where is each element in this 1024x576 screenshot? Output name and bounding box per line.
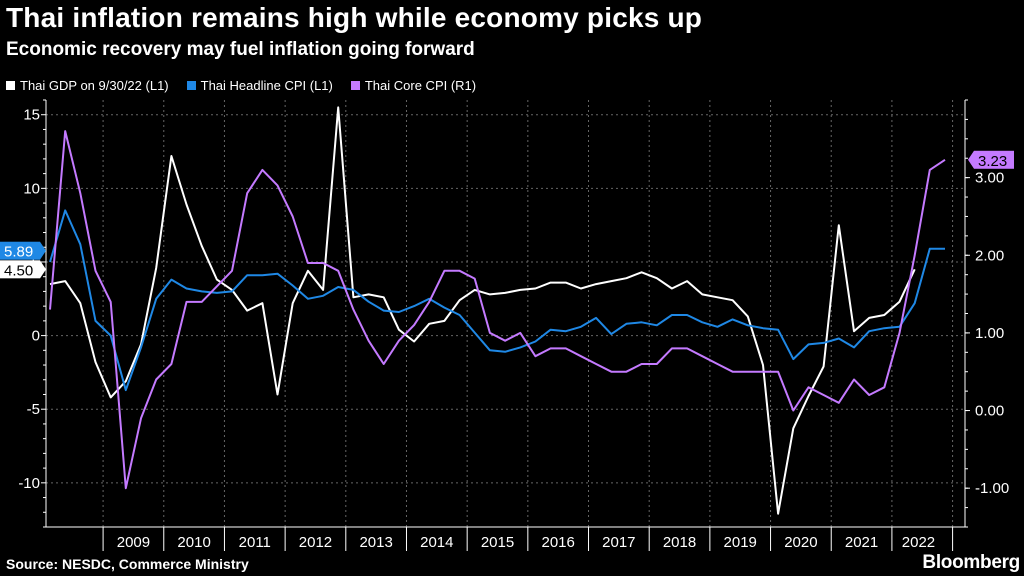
x-axis-tick-label: 2022 — [902, 534, 935, 551]
x-axis-tick-label: 2011 — [239, 534, 271, 551]
left-axis-tick-label: 10 — [23, 180, 40, 197]
series-line-gdp — [49, 106, 916, 515]
legend-item-gdp: Thai GDP on 9/30/22 (L1) — [6, 78, 169, 93]
x-axis-tick-label: 2020 — [784, 534, 817, 551]
right-axis-tick-label: 2.00 — [975, 247, 1004, 264]
left-axis-tick-label: -10 — [18, 475, 40, 492]
legend-swatch-gdp — [6, 81, 15, 90]
last-value-pointer-headline-cpi — [40, 241, 46, 260]
last-value-label-gdp: 4.50 — [4, 262, 33, 279]
last-value-box-core-cpi — [974, 150, 1014, 169]
legend-item-core-cpi: Thai Core CPI (R1) — [350, 78, 477, 93]
right-axis-tick-label: 0.00 — [975, 403, 1004, 420]
legend: Thai GDP on 9/30/22 (L1) Thai Headline C… — [6, 78, 476, 93]
x-axis-tick-label: 2010 — [177, 534, 210, 551]
x-axis-tick-label: 2015 — [481, 534, 514, 551]
x-axis-tick-label: 2016 — [541, 534, 574, 551]
last-value-label-core-cpi: 3.23 — [978, 153, 1007, 170]
legend-swatch-headline-cpi — [186, 81, 196, 90]
left-axis-tick-label: 0 — [32, 328, 40, 345]
legend-item-headline-cpi: Thai Headline CPI (L1) — [186, 78, 333, 93]
last-value-pointer-core-cpi — [968, 150, 974, 169]
series-line-core-cpi — [49, 130, 946, 490]
left-axis-tick-label: 15 — [23, 107, 40, 124]
x-axis-tick-label: 2013 — [359, 534, 392, 551]
x-axis-tick-label: 2012 — [299, 534, 332, 551]
last-value-box-gdp — [0, 260, 40, 279]
right-axis-tick-label: 1.00 — [975, 325, 1004, 342]
left-axis-tick-label: 5 — [32, 254, 40, 271]
chart-title: Thai inflation remains high while econom… — [6, 2, 703, 33]
x-axis-tick-label: 2009 — [117, 534, 150, 551]
chart-subtitle: Economic recovery may fuel inflation goi… — [6, 39, 475, 60]
legend-swatch-core-cpi — [350, 81, 360, 90]
left-axis-tick-label: -5 — [27, 401, 40, 418]
x-axis-tick-label: 2014 — [420, 534, 453, 551]
source-note: Source: NESDC, Commerce Ministry — [6, 556, 249, 572]
bloomberg-logo: Bloomberg — [922, 552, 1020, 573]
x-axis-tick-label: 2017 — [602, 534, 635, 551]
last-value-label-headline-cpi: 5.89 — [4, 244, 33, 261]
x-axis-tick-label: 2021 — [845, 534, 878, 551]
right-axis-tick-label: -1.00 — [975, 480, 1009, 497]
series-line-headline-cpi — [49, 209, 945, 392]
last-value-pointer-gdp — [40, 260, 46, 279]
right-axis-tick-label: 3.00 — [975, 170, 1004, 187]
last-value-box-headline-cpi — [0, 241, 40, 260]
legend-label-core-cpi: Thai Core CPI (R1) — [364, 78, 477, 93]
legend-label-gdp: Thai GDP on 9/30/22 (L1) — [20, 78, 169, 93]
x-axis-tick-label: 2019 — [724, 534, 757, 551]
x-axis-tick-label: 2018 — [663, 534, 696, 551]
legend-label-headline-cpi: Thai Headline CPI (L1) — [200, 78, 333, 93]
